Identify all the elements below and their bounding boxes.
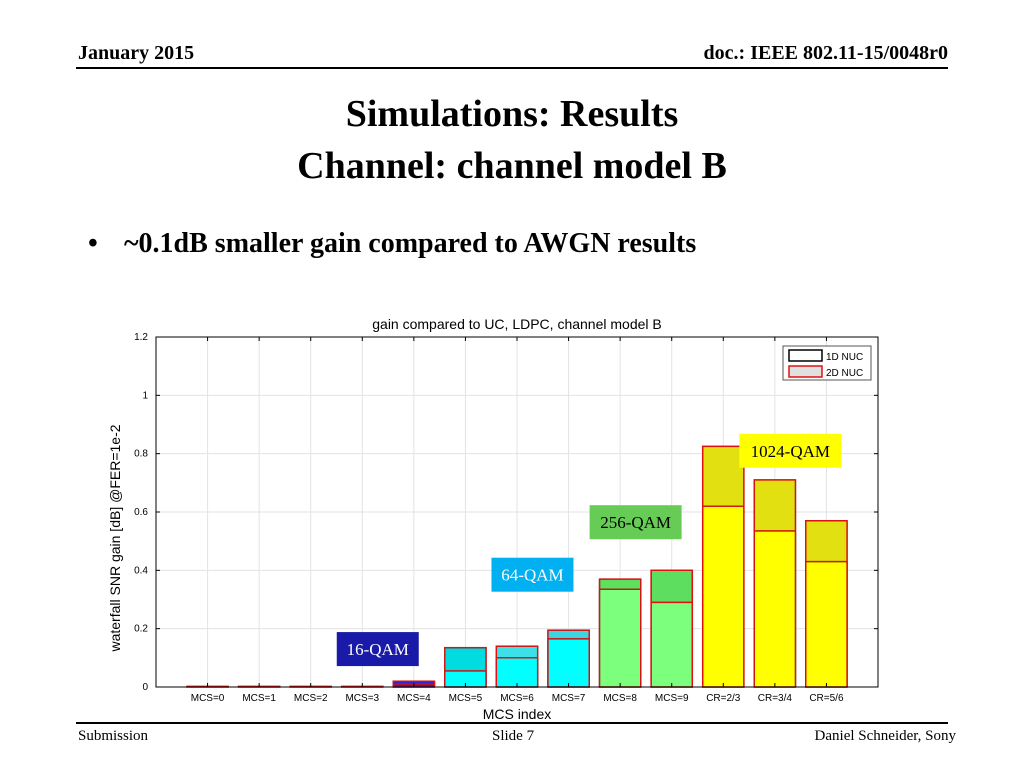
chart-annotations: 16-QAM 64-QAM 256-QAM 1024-QAM xyxy=(336,433,842,667)
annotation-box xyxy=(739,433,842,468)
annotation-label: 16-QAM xyxy=(347,640,409,659)
legend-label-2d: 2D NUC xyxy=(826,368,863,379)
slide-title-line1: Simulations: Results xyxy=(345,93,679,135)
chart-legend: 1D NUC 2D NUC xyxy=(782,345,872,381)
annotation-box xyxy=(589,505,682,540)
y-tick-label: 1 xyxy=(142,390,148,401)
bar-1d-nuc xyxy=(702,505,745,688)
x-tick-label: CR=5/6 xyxy=(809,693,844,704)
slide-title-line2: Channel: channel model B xyxy=(297,145,727,187)
y-tick-label: 1.2 xyxy=(134,332,148,343)
header-rule xyxy=(76,67,948,69)
bar-1d-nuc xyxy=(753,530,797,688)
x-axis-label: MCS index xyxy=(483,706,551,722)
x-tick-label: MCS=4 xyxy=(397,693,431,704)
x-tick-label: MCS=3 xyxy=(345,693,379,704)
bullet-dot-icon: • xyxy=(88,228,98,259)
bullet-text: ~0.1dB smaller gain compared to AWGN res… xyxy=(124,228,697,259)
bar-chart: 0 0.2 0.4 0.6 0.8 1 1.2 MCS=0 MCS=1 MCS=2 MCS=3 MCS… xyxy=(107,316,879,722)
x-tick-label: MCS=2 xyxy=(294,693,328,704)
x-tick-label: MCS=9 xyxy=(655,693,689,704)
y-tick-label: 0.2 xyxy=(134,624,148,635)
bar-1d-nuc xyxy=(598,588,642,688)
chart-ticks: 0 0.2 0.4 0.6 0.8 1 1.2 MCS=0 MCS=1 MCS=2 MCS=3 MCS… xyxy=(134,332,878,704)
annotation-box xyxy=(491,557,574,592)
x-tick-label: MCS=0 xyxy=(191,693,225,704)
footer-submission: Submission xyxy=(78,728,149,744)
legend-swatch-1d xyxy=(788,349,823,362)
y-axis-label: waterfall SNR gain [dB] @FER=1e-2 xyxy=(107,424,123,652)
footer-slide-number: Slide 7 xyxy=(492,728,535,744)
chart-title: gain compared to UC, LDPC, channel model… xyxy=(372,316,661,332)
legend-label-1d: 1D NUC xyxy=(826,352,863,363)
bar-1d-nuc xyxy=(547,638,590,688)
x-tick-label: MCS=6 xyxy=(500,693,534,704)
x-tick-label: MCS=8 xyxy=(603,693,637,704)
y-tick-label: 0.6 xyxy=(134,507,148,518)
y-tick-label: 0 xyxy=(142,682,148,693)
x-tick-label: CR=2/3 xyxy=(706,693,741,704)
header-doc-id: doc.: IEEE 802.11-15/0048r0 xyxy=(703,42,948,64)
footer-rule xyxy=(76,722,948,724)
x-tick-label: MCS=5 xyxy=(449,693,483,704)
y-tick-label: 0.4 xyxy=(134,565,148,576)
bullet-item: • ~0.1dB smaller gain compared to AWGN re… xyxy=(88,228,696,260)
annotation-box xyxy=(336,632,419,667)
x-tick-label: MCS=1 xyxy=(242,693,276,704)
legend-swatch-2d xyxy=(788,365,823,378)
annotation-label: 64-QAM xyxy=(501,566,563,585)
header-date: January 2015 xyxy=(78,42,195,64)
y-tick-label: 0.8 xyxy=(134,449,148,460)
footer-author: Daniel Schneider, Sony xyxy=(814,728,956,744)
x-tick-label: CR=3/4 xyxy=(758,693,793,704)
x-tick-label: MCS=7 xyxy=(552,693,586,704)
bar-1d-nuc xyxy=(650,601,693,688)
bar-1d-nuc xyxy=(805,560,848,688)
annotation-label: 1024-QAM xyxy=(751,442,830,461)
annotation-label: 256-QAM xyxy=(600,513,671,532)
bar-1d-nuc xyxy=(495,657,539,688)
